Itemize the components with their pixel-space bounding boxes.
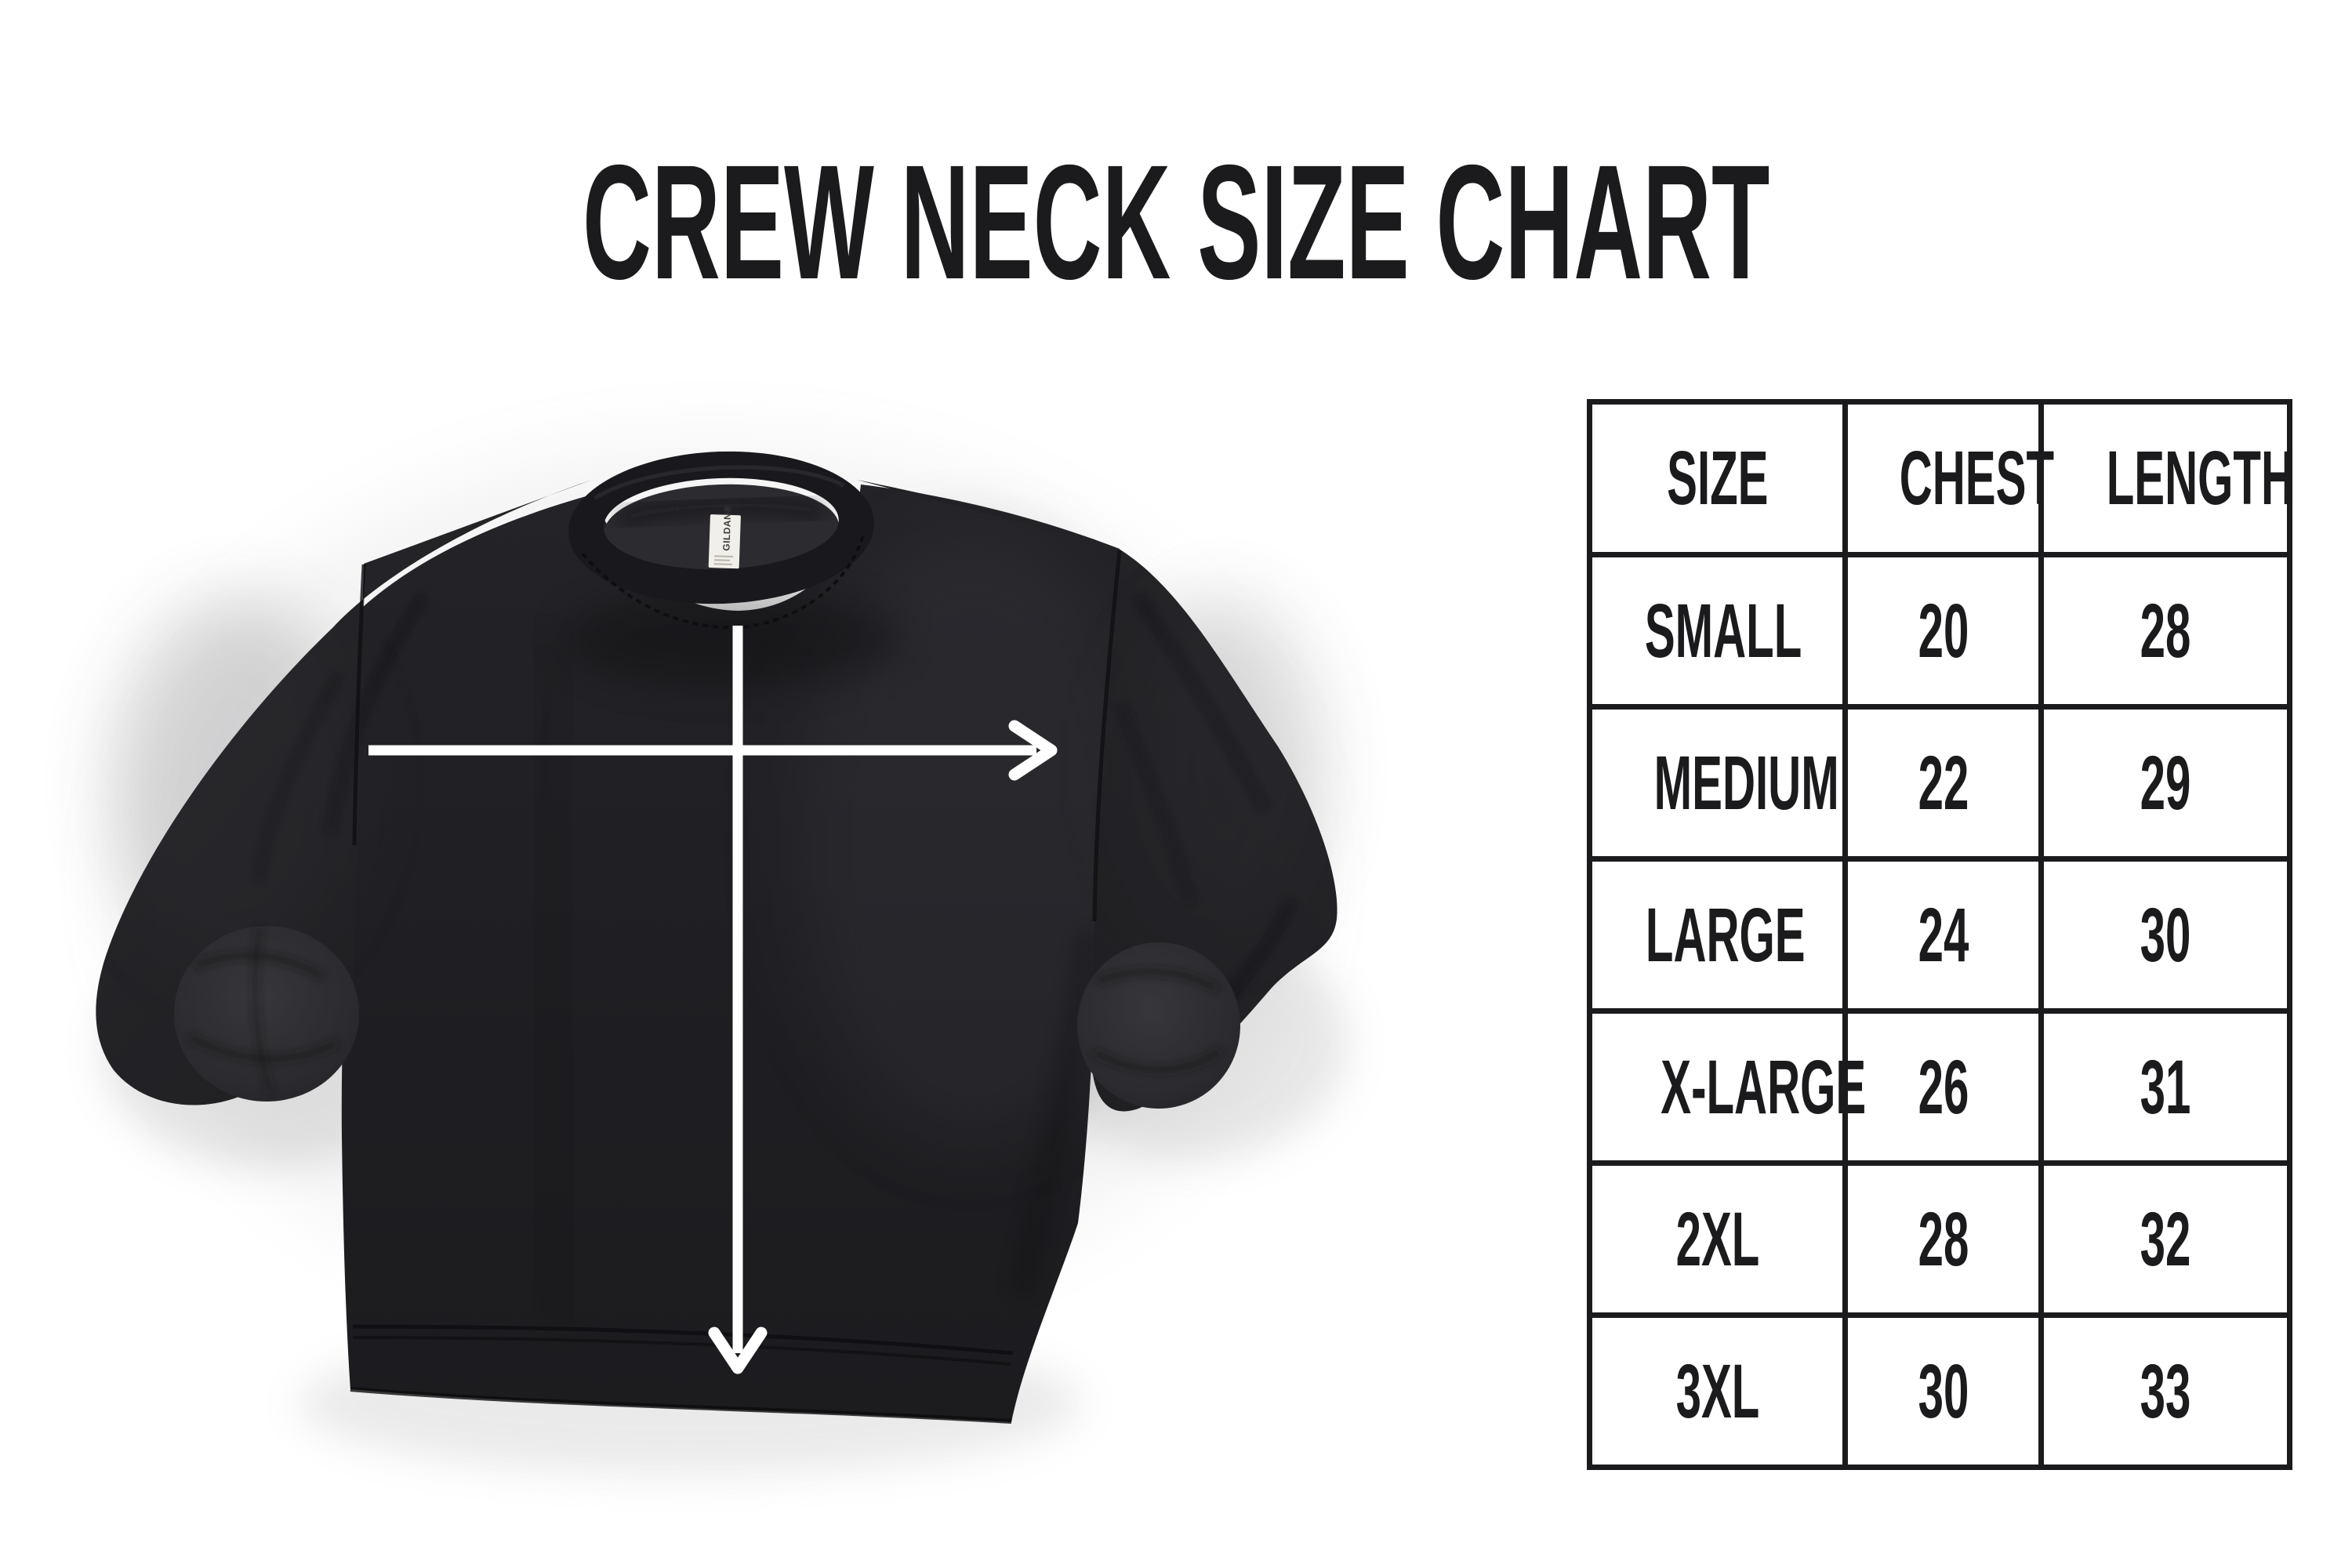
chest-cell: 28	[1842, 1160, 2044, 1318]
table-row-medium: MEDIUM 22 29	[1587, 704, 2292, 862]
table-row-x-large: X-LARGE 26 31	[1587, 1008, 2292, 1166]
length-cell: 29	[2038, 704, 2292, 862]
chest-value: 24	[1918, 891, 1969, 978]
size-table-body: SMALL 20 28 MEDIUM 22 29 LARGE 24 30 X-L…	[1587, 552, 2292, 1470]
left-sleeve	[96, 480, 592, 1105]
brand-tag-text: GILDAN®	[720, 505, 733, 551]
chest-value: 30	[1918, 1348, 1969, 1434]
chest-value: 26	[1918, 1044, 1969, 1130]
page-title: CREW NECK SIZE CHART	[0, 141, 2352, 304]
chest-cell: 26	[1842, 1008, 2044, 1166]
length-cell: 31	[2038, 1008, 2292, 1166]
chest-value: 20	[1918, 587, 1969, 673]
chest-value: 22	[1918, 739, 1969, 826]
right-sleeve-panel	[857, 480, 1338, 1112]
cuff-fold	[1096, 967, 1219, 993]
table-row-3xl: 3XL 30 33	[1587, 1312, 2292, 1470]
left-armhole-seam	[352, 564, 366, 846]
cuff-fold	[194, 952, 325, 980]
collar-band	[568, 451, 874, 604]
size-value: MEDIUM	[1653, 739, 1839, 826]
length-value: 32	[2140, 1196, 2191, 1282]
col-header-length-label: LENGTH	[2106, 435, 2295, 521]
col-header-size: SIZE	[1587, 399, 1848, 557]
chest-cell: 24	[1842, 856, 2044, 1014]
measurement-arrows	[368, 626, 1058, 1374]
size-value: 3XL	[1675, 1348, 1759, 1434]
col-header-chest-label: CHEST	[1899, 435, 2054, 521]
table-row-large: LARGE 24 30	[1587, 856, 2292, 1014]
chest-cell: 30	[1842, 1312, 2044, 1470]
size-cell: X-LARGE	[1587, 1008, 1866, 1166]
size-table: SIZE CHEST LENGTH SMALL 20 28 MEDIUM 22 …	[1587, 399, 2294, 1470]
right-armhole-seam	[1092, 550, 1122, 922]
chest-value: 28	[1918, 1196, 1969, 1282]
hem-edge	[350, 1387, 1012, 1424]
care-text-line	[713, 563, 732, 566]
waistband	[350, 1324, 1014, 1424]
waistband-stitch	[352, 1324, 1014, 1356]
brand-tag-paper	[708, 514, 741, 569]
fabric-highlight	[792, 533, 1152, 1145]
size-cell: 3XL	[1587, 1312, 1848, 1470]
body-crease-shadow	[528, 642, 579, 1327]
length-cell: 32	[2038, 1160, 2292, 1318]
length-arrow-head	[708, 1327, 768, 1374]
length-cell: 28	[2038, 552, 2292, 710]
length-value: 28	[2140, 587, 2191, 673]
chest-arrow-head	[1008, 720, 1058, 781]
waistband-stitch	[352, 1336, 1011, 1366]
sweatshirt-body	[341, 485, 1152, 1424]
length-value: 31	[2140, 1044, 2191, 1130]
body-crease-shadow	[1011, 931, 1098, 1296]
care-text-line	[714, 555, 734, 558]
right-cuff	[1077, 942, 1240, 1109]
size-cell: 2XL	[1587, 1160, 1848, 1318]
collar-interior-shadow	[615, 499, 826, 527]
sleeve-highlight	[110, 596, 361, 972]
size-value: LARGE	[1645, 891, 1806, 978]
page-title-text: CREW NECK SIZE CHART	[582, 132, 1770, 314]
size-value: X-LARGE	[1661, 1044, 1867, 1130]
size-value: 2XL	[1675, 1196, 1759, 1282]
length-value: 30	[2140, 891, 2191, 978]
chest-cell: 20	[1842, 552, 2044, 710]
seam-stitches	[352, 550, 1122, 922]
col-header-chest: CHEST	[1842, 399, 2054, 557]
length-cell: 33	[2038, 1312, 2292, 1470]
length-value: 33	[2140, 1348, 2191, 1434]
left-cuff	[174, 926, 359, 1102]
chest-cell: 22	[1842, 704, 2044, 862]
collar-top-highlight	[593, 465, 845, 500]
chest-width-arrow-icon	[368, 720, 1058, 781]
size-cell: LARGE	[1587, 856, 1848, 1014]
table-row-small: SMALL 20 28	[1587, 552, 2292, 710]
sleeve-highlight	[1121, 596, 1325, 941]
col-header-size-label: SIZE	[1666, 435, 1769, 521]
size-value: SMALL	[1644, 587, 1802, 673]
cuff-fold	[252, 926, 274, 1096]
header-row: SIZE CHEST LENGTH	[1587, 399, 2294, 557]
size-table-header: SIZE CHEST LENGTH	[1587, 399, 2294, 557]
brand-tag: GILDAN®	[708, 505, 741, 569]
body-length-arrow-icon	[708, 626, 768, 1374]
care-text-line	[713, 559, 730, 561]
cuff-fold	[1092, 1047, 1222, 1073]
length-cell: 30	[2038, 856, 2292, 1014]
col-header-length: LENGTH	[2038, 399, 2294, 557]
length-value: 29	[2140, 739, 2191, 826]
table-row-2xl: 2XL 28 32	[1587, 1160, 2292, 1318]
right-sleeve	[857, 480, 1338, 1112]
size-cell: MEDIUM	[1587, 704, 1848, 862]
size-cell: SMALL	[1587, 552, 1848, 710]
right-cuff-bundle	[1077, 942, 1240, 1109]
